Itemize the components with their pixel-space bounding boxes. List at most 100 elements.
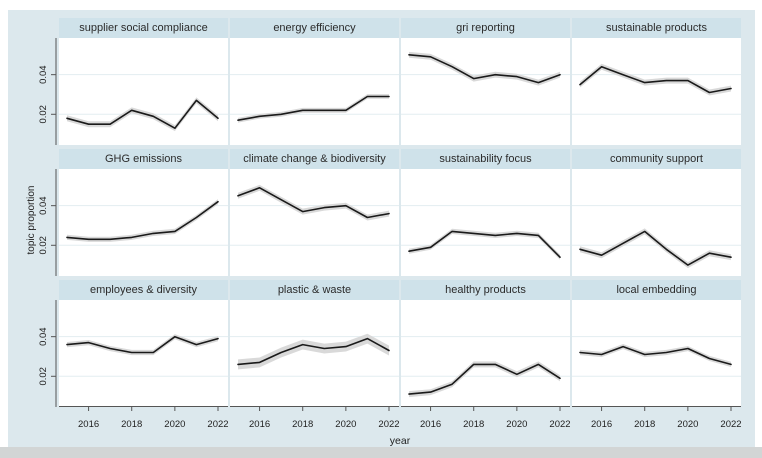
facet-panel: gri reporting <box>401 18 570 145</box>
y-axis-gutter: 0.02 0.04 <box>8 149 57 276</box>
x-tick-label: 2020 <box>335 419 356 430</box>
trend-line <box>579 345 732 366</box>
y-tick-label: 0.04 <box>38 327 49 346</box>
confidence-band <box>409 361 560 398</box>
x-tick-label: 2018 <box>634 419 655 430</box>
facet-plot <box>401 300 570 411</box>
plot-background <box>572 169 741 276</box>
plot-background <box>59 169 228 276</box>
x-axis-labels: 2016 2018 2020 2022 <box>420 419 570 430</box>
trend-line <box>66 335 219 354</box>
y-tick-label: 0.02 <box>38 236 49 255</box>
facet-plot <box>401 169 570 276</box>
facet-plot <box>59 300 228 411</box>
plot-background <box>59 38 228 145</box>
facet-title: sustainable products <box>572 18 741 38</box>
confidence-band <box>409 51 560 86</box>
facet-title: supplier social compliance <box>59 18 228 38</box>
facet-plot <box>59 169 228 276</box>
trend-line <box>66 99 219 129</box>
x-axis-title: year <box>389 435 411 447</box>
plot-background <box>230 38 399 145</box>
y-tick-label: 0.04 <box>38 65 49 84</box>
facet-panel: sustainable products <box>572 18 741 145</box>
facet-plot <box>230 169 399 276</box>
y-tick-label: 0.04 <box>38 196 49 215</box>
x-tick-label: 2020 <box>506 419 527 430</box>
x-tick-label: 2016 <box>591 419 612 430</box>
facet-panel: plastic & waste <box>230 280 399 413</box>
trend-line <box>66 200 219 241</box>
confidence-band <box>67 199 218 242</box>
confidence-band <box>409 228 560 260</box>
confidence-band <box>67 97 218 132</box>
y-tick-label: 0.02 <box>38 367 49 386</box>
facet-plot <box>572 300 741 411</box>
trend-line <box>237 95 390 121</box>
plot-background <box>401 169 570 276</box>
y-axis-gutter: 0.02 0.04 <box>8 18 57 145</box>
trend-line <box>237 186 390 219</box>
y-axis: 0.02 0.04 <box>38 300 57 407</box>
x-tick-label: 2022 <box>720 419 741 430</box>
facet-panel: local embedding <box>572 280 741 413</box>
facet-title: gri reporting <box>401 18 570 38</box>
x-axis-labels: 2016 2018 2020 2022 <box>591 419 741 430</box>
facet-plot <box>230 300 399 411</box>
x-axis-labels: 2016 2018 2020 2022 <box>78 419 228 430</box>
facet-title: climate change & biodiversity <box>230 149 399 169</box>
facet-grid: 0.02 0.04 supplier social compliance energy… <box>8 10 755 447</box>
faceted-line-chart: topic proportion 0.02 0.04 supplier social… <box>8 10 755 447</box>
facet-title: community support <box>572 149 741 169</box>
trend-line <box>408 53 561 84</box>
facet-panel: GHG emissions <box>59 149 228 276</box>
facet-panel: sustainability focus <box>401 149 570 276</box>
x-tick-label: 2022 <box>207 419 228 430</box>
facet-plot <box>59 38 228 145</box>
x-label-gutter-spacer <box>8 417 57 431</box>
facet-plot <box>572 169 741 276</box>
x-tick-label: 2016 <box>78 419 99 430</box>
facet-title: plastic & waste <box>230 280 399 300</box>
trend-line <box>408 363 561 395</box>
facet-plot <box>230 38 399 145</box>
confidence-band <box>580 228 731 269</box>
x-tick-label: 2016 <box>249 419 270 430</box>
confidence-band <box>238 184 389 221</box>
confidence-band <box>580 344 731 367</box>
facet-title: GHG emissions <box>59 149 228 169</box>
x-tick-label: 2018 <box>121 419 142 430</box>
plot-background <box>230 169 399 276</box>
y-axis-title: topic proportion <box>26 185 37 255</box>
facet-panel: community support <box>572 149 741 276</box>
facet-panel: energy efficiency <box>230 18 399 145</box>
x-tick-label: 2016 <box>420 419 441 430</box>
facet-panel: employees & diversity <box>59 280 228 413</box>
trend-line <box>237 337 390 366</box>
facet-panel: climate change & biodiversity <box>230 149 399 276</box>
facet-plot <box>572 38 741 145</box>
trend-line <box>579 65 732 94</box>
x-tick-label: 2020 <box>677 419 698 430</box>
trend-line <box>579 230 732 266</box>
x-tick-label: 2018 <box>463 419 484 430</box>
x-axis-labels: 2016 2018 2020 2022 <box>249 419 399 430</box>
x-tick-label: 2020 <box>164 419 185 430</box>
window-edge-bar <box>0 447 762 458</box>
confidence-band <box>238 333 389 370</box>
trend-line <box>408 230 561 258</box>
facet-panel: supplier social compliance <box>59 18 228 145</box>
x-tick-label: 2022 <box>549 419 570 430</box>
facet-title: local embedding <box>572 280 741 300</box>
facet-title: energy efficiency <box>230 18 399 38</box>
y-axis: 0.02 0.04 <box>38 38 57 145</box>
facet-plot <box>401 38 570 145</box>
y-axis: 0.02 0.04 <box>38 169 57 276</box>
x-tick-label: 2022 <box>378 419 399 430</box>
confidence-band <box>580 63 731 96</box>
y-axis-gutter: 0.02 0.04 <box>8 280 57 413</box>
plot-background <box>401 300 570 407</box>
y-tick-label: 0.02 <box>38 105 49 124</box>
facet-title: sustainability focus <box>401 149 570 169</box>
